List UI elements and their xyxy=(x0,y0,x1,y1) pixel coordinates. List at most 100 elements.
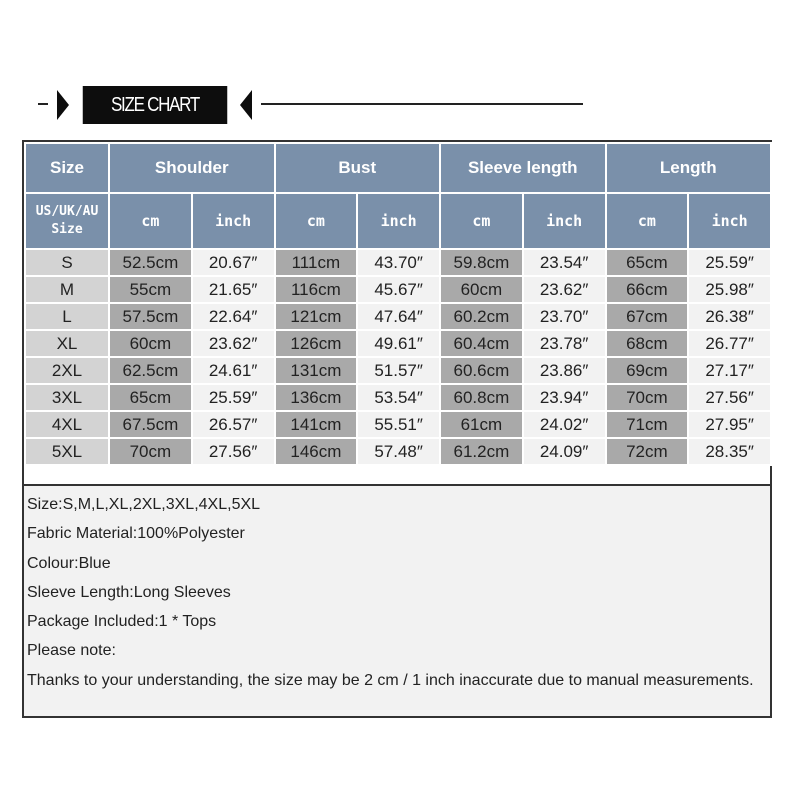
cm-cell: 65cm xyxy=(604,248,690,277)
table-row: S 52.5cm 20.67″ 111cm 43.70″ 59.8cm 23.54″ 65cm… xyxy=(24,248,772,277)
inch-cell: 55.51″ xyxy=(356,410,441,439)
cm-cell: 61cm xyxy=(439,410,524,439)
inch-cell: 57.48″ xyxy=(356,437,441,466)
cm-cell: 62.5cm xyxy=(108,356,193,385)
header-inch: inch xyxy=(521,192,607,250)
note-line: Package Included:1 * Tops xyxy=(27,613,217,631)
header-cm: cm xyxy=(108,192,193,250)
banner-dash xyxy=(38,103,48,105)
cm-cell: 71cm xyxy=(604,410,690,439)
note-line: Sleeve Length:Long Sleeves xyxy=(27,583,231,601)
header-inch: inch xyxy=(356,192,441,250)
inch-cell: 43.70″ xyxy=(356,248,441,277)
inch-cell: 49.61″ xyxy=(356,329,441,358)
cm-cell: 61.2cm xyxy=(439,437,524,466)
inch-cell: 51.57″ xyxy=(356,356,441,385)
cm-cell: 52.5cm xyxy=(108,248,193,277)
cm-cell: 136cm xyxy=(273,383,359,412)
inch-cell: 28.35″ xyxy=(687,437,772,466)
cm-cell: 141cm xyxy=(273,410,359,439)
inch-cell: 23.94″ xyxy=(521,383,607,412)
cm-cell: 146cm xyxy=(273,437,359,466)
header-inch: inch xyxy=(190,192,276,250)
cm-cell: 55cm xyxy=(108,275,193,304)
inch-cell: 20.67″ xyxy=(190,248,276,277)
header-length: Length xyxy=(604,142,772,194)
header-shoulder: Shoulder xyxy=(108,142,276,194)
table-row: XL 60cm 23.62″ 126cm 49.61″ 60.4cm 23.78″ 68cm 2… xyxy=(24,329,772,358)
cm-cell: 68cm xyxy=(604,329,690,358)
cm-cell: 121cm xyxy=(273,302,359,331)
cm-cell: 67cm xyxy=(604,302,690,331)
header-sleeve-length: Sleeve length xyxy=(439,142,607,194)
size-cell: XL xyxy=(24,329,110,358)
cm-cell: 60.4cm xyxy=(439,329,524,358)
table-row: 5XL 70cm 27.56″ 146cm 57.48″ 61.2cm 24.09″ 72cm… xyxy=(24,437,772,466)
cm-cell: 116cm xyxy=(273,275,359,304)
inch-cell: 27.17″ xyxy=(687,356,772,385)
size-cell: M xyxy=(24,275,110,304)
inch-cell: 24.09″ xyxy=(521,437,607,466)
inch-cell: 47.64″ xyxy=(356,302,441,331)
cm-cell: 70cm xyxy=(108,437,193,466)
inch-cell: 23.86″ xyxy=(521,356,607,385)
inch-cell: 25.59″ xyxy=(687,248,772,277)
size-cell: 3XL xyxy=(24,383,110,412)
inch-cell: 26.38″ xyxy=(687,302,772,331)
table-row: 4XL 67.5cm 26.57″ 141cm 55.51″ 61cm 24.02″ 71cm… xyxy=(24,410,772,439)
cm-cell: 60cm xyxy=(108,329,193,358)
size-chart-frame xyxy=(22,140,772,718)
cm-cell: 111cm xyxy=(273,248,359,277)
header-inch: inch xyxy=(687,192,772,250)
inch-cell: 27.56″ xyxy=(190,437,276,466)
size-cell: S xyxy=(24,248,110,277)
divider-line xyxy=(261,103,583,105)
inch-cell: 25.59″ xyxy=(190,383,276,412)
inch-cell: 22.64″ xyxy=(190,302,276,331)
cm-cell: 60.2cm xyxy=(439,302,524,331)
cm-cell: 70cm xyxy=(604,383,690,412)
note-line: Colour:Blue xyxy=(27,554,111,572)
size-label: Size xyxy=(51,222,83,237)
cm-cell: 72cm xyxy=(604,437,690,466)
cm-cell: 60.6cm xyxy=(439,356,524,385)
cm-cell: 59.8cm xyxy=(439,248,524,277)
header-us-uk-au-size: US/UK/AU Size xyxy=(24,192,110,250)
size-cell: 2XL xyxy=(24,356,110,385)
note-line: Please note: xyxy=(27,642,116,660)
cm-cell: 60cm xyxy=(439,275,524,304)
inch-cell: 21.65″ xyxy=(190,275,276,304)
cm-cell: 65cm xyxy=(108,383,193,412)
header-size: Size xyxy=(24,142,110,194)
banner-ribbon-right xyxy=(240,90,252,120)
header-bust: Bust xyxy=(273,142,441,194)
header-cm: cm xyxy=(439,192,524,250)
cm-cell: 66cm xyxy=(604,275,690,304)
cm-cell: 69cm xyxy=(604,356,690,385)
inch-cell: 24.61″ xyxy=(190,356,276,385)
table-row: 3XL 65cm 25.59″ 136cm 53.54″ 60.8cm 23.94″ 70cm… xyxy=(24,383,772,412)
inch-cell: 45.67″ xyxy=(356,275,441,304)
inch-cell: 23.62″ xyxy=(521,275,607,304)
cm-cell: 60.8cm xyxy=(439,383,524,412)
cm-cell: 131cm xyxy=(273,356,359,385)
header-cm: cm xyxy=(273,192,359,250)
table-row: 2XL 62.5cm 24.61″ 131cm 51.57″ 60.6cm 23.86″ 69… xyxy=(24,356,772,385)
banner-ribbon-left xyxy=(57,90,69,120)
inch-cell: 53.54″ xyxy=(356,383,441,412)
table-row: M 55cm 21.65″ 116cm 45.67″ 60cm 23.62″ 66cm 25.9… xyxy=(24,275,772,304)
size-cell: 4XL xyxy=(24,410,110,439)
size-chart-title: SIZE CHART xyxy=(82,86,228,124)
note-line: Size:S,M,L,XL,2XL,3XL,4XL,5XL xyxy=(27,496,261,513)
note-line: Fabric Material:100%Polyester xyxy=(27,525,245,543)
inch-cell: 27.95″ xyxy=(687,410,772,439)
note-line: Thanks to your understanding, the size m… xyxy=(27,671,754,689)
inch-cell: 23.54″ xyxy=(521,248,607,277)
header-cm: cm xyxy=(604,192,690,250)
cm-cell: 67.5cm xyxy=(108,410,193,439)
inch-cell: 23.78″ xyxy=(521,329,607,358)
inch-cell: 26.77″ xyxy=(687,329,772,358)
inch-cell: 23.70″ xyxy=(521,302,607,331)
inch-cell: 26.57″ xyxy=(190,410,276,439)
product-notes: Size:S,M,L,XL,2XL,3XL,4XL,5XL Fabric Mate… xyxy=(24,484,770,716)
